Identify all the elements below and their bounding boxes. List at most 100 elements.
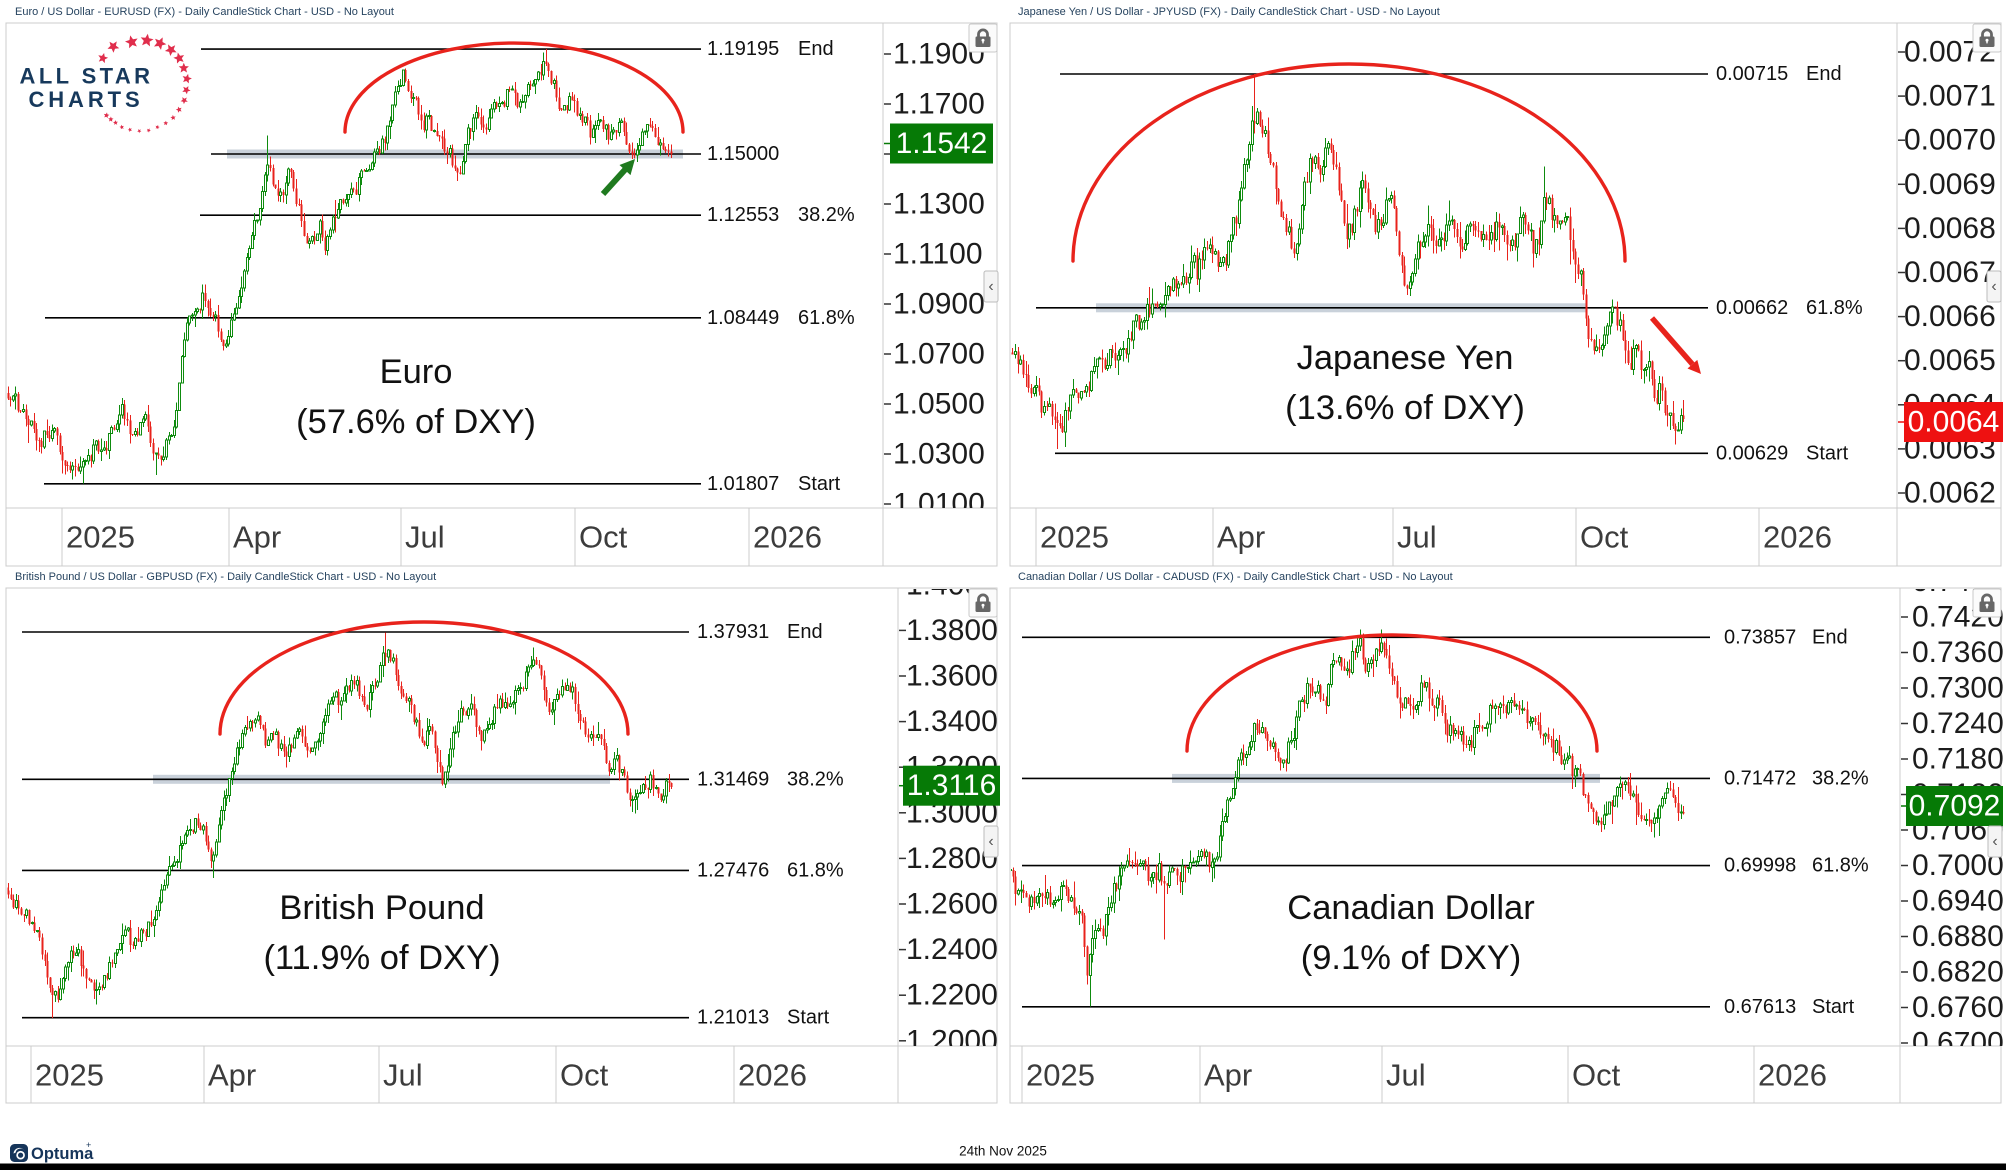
- svg-text:Oct: Oct: [1572, 1058, 1621, 1093]
- svg-text:38.2%: 38.2%: [798, 204, 855, 226]
- svg-text:0.6820: 0.6820: [1912, 956, 2004, 989]
- svg-text:Japanese Yen: Japanese Yen: [1297, 339, 1514, 377]
- svg-text:‹: ‹: [988, 833, 993, 850]
- svg-text:Oct: Oct: [1580, 520, 1629, 555]
- svg-text:0.0066: 0.0066: [1904, 300, 1996, 333]
- svg-text:1.15000: 1.15000: [707, 143, 779, 165]
- svg-text:1.2200: 1.2200: [906, 979, 998, 1012]
- svg-text:1.3600: 1.3600: [906, 660, 998, 693]
- svg-text:1.0900: 1.0900: [893, 288, 985, 321]
- svg-text:0.7300: 0.7300: [1912, 672, 2004, 705]
- svg-text:1.01807: 1.01807: [707, 473, 779, 495]
- svg-text:‹: ‹: [1992, 833, 1997, 850]
- svg-text:Euro: Euro: [380, 353, 453, 391]
- svg-text:0.7480: 0.7480: [1912, 565, 2004, 598]
- svg-text:1.0500: 1.0500: [893, 388, 985, 421]
- svg-text:0.7180: 0.7180: [1912, 743, 2004, 776]
- svg-text:2025: 2025: [1040, 520, 1109, 555]
- svg-text:0.73857: 0.73857: [1724, 626, 1796, 648]
- svg-text:1.2400: 1.2400: [906, 933, 998, 966]
- svg-text:Jul: Jul: [405, 520, 445, 555]
- svg-text:0.00662: 0.00662: [1716, 297, 1788, 319]
- svg-text:1.21013: 1.21013: [697, 1007, 769, 1029]
- svg-text:0.0065: 0.0065: [1904, 344, 1996, 377]
- svg-text:2026: 2026: [753, 520, 822, 555]
- svg-text:End: End: [787, 621, 823, 643]
- svg-text:0.6880: 0.6880: [1912, 920, 2004, 953]
- svg-text:Apr: Apr: [1217, 520, 1265, 555]
- svg-text:2025: 2025: [1026, 1058, 1095, 1093]
- svg-text:2026: 2026: [738, 1058, 807, 1093]
- svg-text:British Pound: British Pound: [279, 889, 484, 927]
- svg-text:0.6940: 0.6940: [1912, 885, 2004, 918]
- svg-text:British Pound / US Dollar - GB: British Pound / US Dollar - GBPUSD (FX) …: [15, 571, 436, 583]
- svg-text:Canadian Dollar / US Dollar -: Canadian Dollar / US Dollar - CADUSD (FX…: [1018, 571, 1453, 583]
- svg-text:1.1700: 1.1700: [893, 88, 985, 121]
- svg-text:Japanese Yen / US Dollar - JPY: Japanese Yen / US Dollar - JPYUSD (FX) -…: [1018, 6, 1440, 18]
- svg-text:0.0067: 0.0067: [1904, 256, 1996, 289]
- svg-text:61.8%: 61.8%: [1806, 297, 1863, 319]
- svg-text:Jul: Jul: [1386, 1058, 1426, 1093]
- svg-text:End: End: [1812, 626, 1848, 648]
- svg-text:1.1542: 1.1542: [896, 127, 988, 160]
- svg-text:0.0068: 0.0068: [1904, 212, 1996, 245]
- svg-text:Start: Start: [1806, 442, 1849, 464]
- svg-text:0.0070: 0.0070: [1904, 124, 1996, 157]
- svg-text:Jul: Jul: [1397, 520, 1437, 555]
- svg-text:0.0069: 0.0069: [1904, 168, 1996, 201]
- svg-text:0.0064: 0.0064: [1908, 406, 2000, 439]
- svg-text:Euro / US Dollar - EURUSD (FX): Euro / US Dollar - EURUSD (FX) - Daily C…: [15, 6, 394, 18]
- svg-text:1.08449: 1.08449: [707, 307, 779, 329]
- svg-text:0.7360: 0.7360: [1912, 636, 2004, 669]
- svg-text:1.27476: 1.27476: [697, 859, 769, 881]
- svg-text:1.0100: 1.0100: [893, 488, 985, 521]
- svg-text:0.67613: 0.67613: [1724, 996, 1796, 1018]
- svg-text:24th Nov 2025: 24th Nov 2025: [959, 1144, 1047, 1159]
- svg-text:1.3800: 1.3800: [906, 614, 998, 647]
- svg-text:61.8%: 61.8%: [787, 859, 844, 881]
- svg-text:Start: Start: [787, 1007, 830, 1029]
- svg-text:1.2600: 1.2600: [906, 888, 998, 921]
- svg-text:0.6760: 0.6760: [1912, 991, 2004, 1024]
- svg-text:Start: Start: [1812, 996, 1855, 1018]
- svg-text:61.8%: 61.8%: [1812, 855, 1869, 877]
- svg-text:38.2%: 38.2%: [1812, 767, 1869, 789]
- svg-text:(57.6% of DXY): (57.6% of DXY): [296, 403, 536, 441]
- svg-text:1.2000: 1.2000: [906, 1024, 998, 1057]
- svg-text:2025: 2025: [66, 520, 135, 555]
- svg-text:End: End: [1806, 63, 1842, 85]
- svg-text:Start: Start: [798, 473, 841, 495]
- svg-text:2025: 2025: [35, 1058, 104, 1093]
- svg-text:Oct: Oct: [560, 1058, 609, 1093]
- svg-text:CHARTS: CHARTS: [28, 87, 143, 112]
- svg-text:2026: 2026: [1758, 1058, 1827, 1093]
- svg-text:+: +: [86, 1140, 91, 1150]
- svg-text:Jul: Jul: [383, 1058, 423, 1093]
- svg-text:1.31469: 1.31469: [697, 768, 769, 790]
- svg-text:ALL STAR: ALL STAR: [20, 64, 154, 89]
- svg-text:1.0700: 1.0700: [893, 338, 985, 371]
- svg-text:0.0062: 0.0062: [1904, 477, 1996, 510]
- svg-text:1.2800: 1.2800: [906, 842, 998, 875]
- svg-text:0.6700: 0.6700: [1912, 1027, 2004, 1060]
- svg-text:38.2%: 38.2%: [787, 768, 844, 790]
- svg-text:0.7240: 0.7240: [1912, 707, 2004, 740]
- svg-text:(13.6% of DXY): (13.6% of DXY): [1285, 389, 1525, 427]
- svg-text:1.1300: 1.1300: [893, 188, 985, 221]
- svg-text:(9.1% of DXY): (9.1% of DXY): [1301, 939, 1522, 977]
- svg-text:0.00629: 0.00629: [1716, 442, 1788, 464]
- svg-text:Optuma: Optuma: [31, 1145, 94, 1163]
- svg-text:0.00715: 0.00715: [1716, 63, 1788, 85]
- svg-text:0.69998: 0.69998: [1724, 855, 1796, 877]
- svg-text:1.3116: 1.3116: [907, 769, 997, 802]
- svg-text:Apr: Apr: [233, 520, 281, 555]
- svg-text:Apr: Apr: [208, 1058, 256, 1093]
- svg-text:Oct: Oct: [579, 520, 628, 555]
- svg-text:1.19195: 1.19195: [707, 38, 779, 60]
- svg-text:2026: 2026: [1763, 520, 1832, 555]
- svg-text:(11.9% of DXY): (11.9% of DXY): [263, 939, 500, 977]
- svg-text:‹: ‹: [1991, 278, 1996, 295]
- svg-text:0.71472: 0.71472: [1724, 767, 1796, 789]
- svg-text:1.1100: 1.1100: [893, 238, 983, 271]
- svg-text:61.8%: 61.8%: [798, 307, 855, 329]
